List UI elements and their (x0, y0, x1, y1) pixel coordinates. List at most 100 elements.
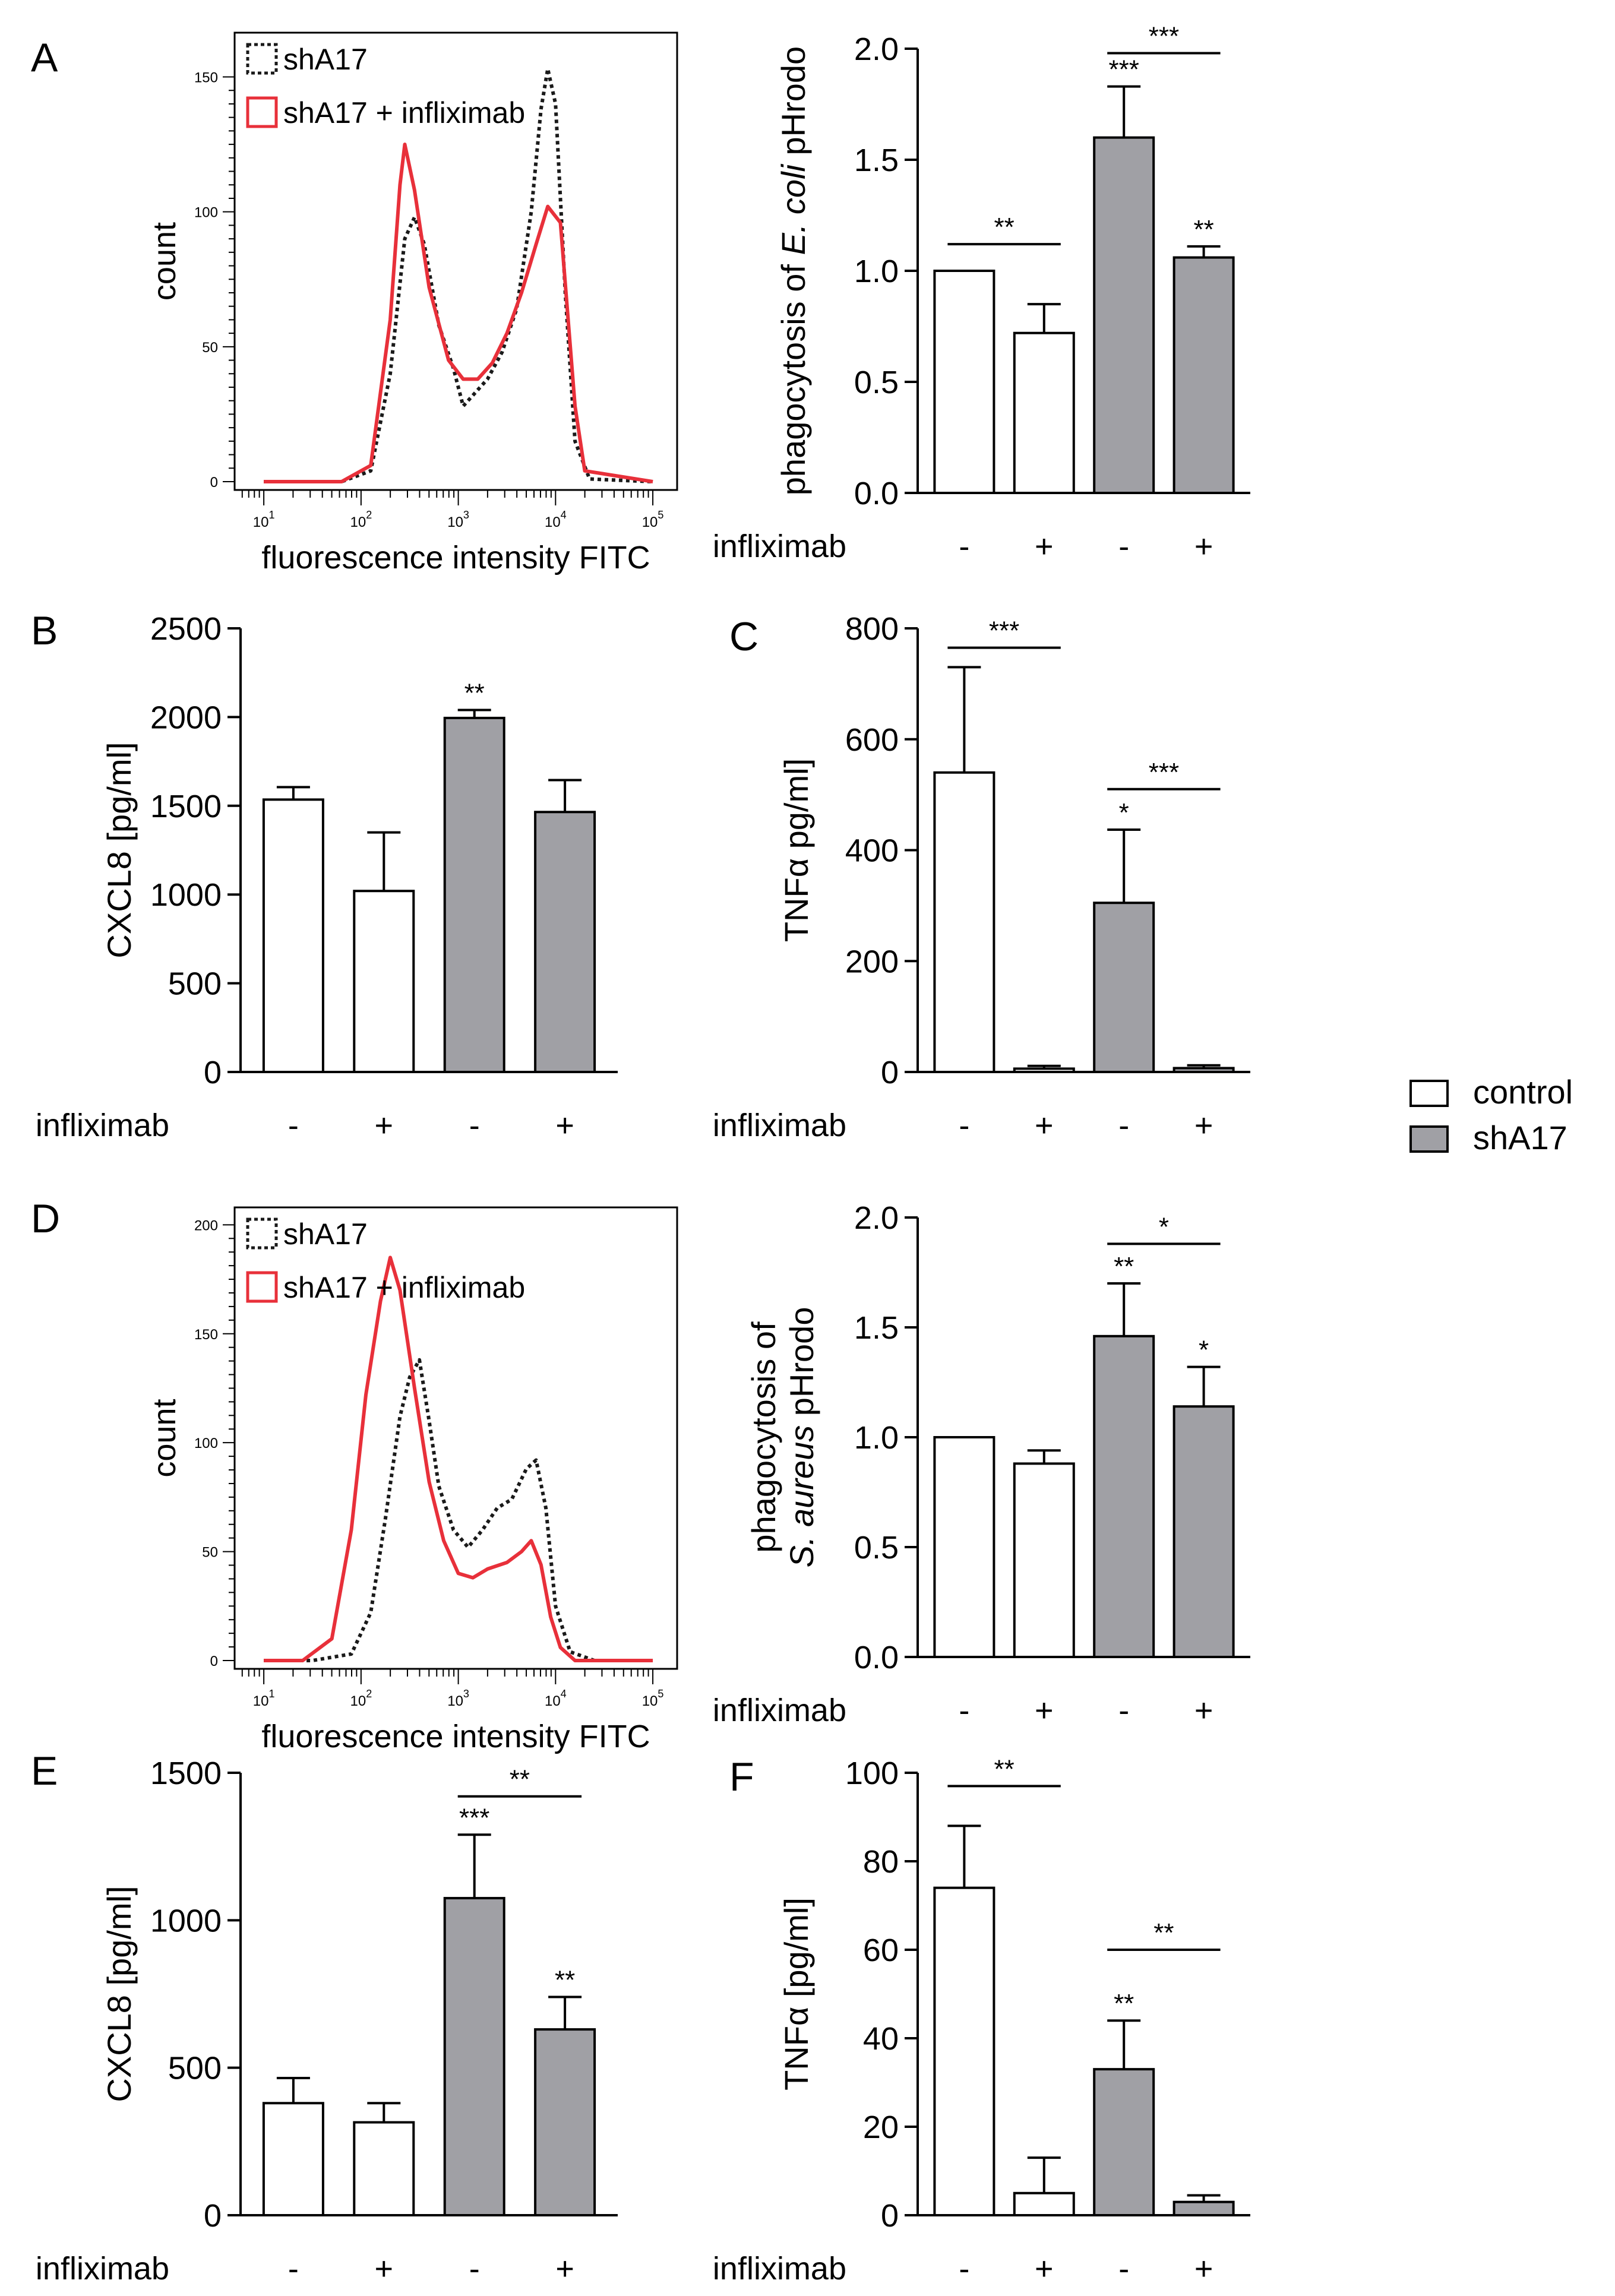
x-category-label: - (1118, 1693, 1129, 1728)
plot-frame (233, 31, 678, 491)
row-label-infliximab: infliximab (36, 1108, 169, 1143)
bar (1172, 1405, 1235, 1658)
x-tick-label: 104 (545, 1688, 567, 1709)
panel-label-e: E (31, 1748, 58, 1794)
y-tick-label: 0.0 (854, 476, 899, 511)
bracket-significance: ** (1153, 1918, 1174, 1947)
bar (262, 798, 324, 1074)
y-tick-label: 0 (210, 475, 218, 491)
y-tick-label: 0.5 (854, 365, 899, 400)
row-label-infliximab: infliximab (713, 529, 846, 564)
x-category-label: + (1035, 1108, 1054, 1143)
legend-swatch (246, 96, 278, 128)
bar (933, 270, 995, 494)
bar (1172, 256, 1235, 494)
row-label-infliximab: infliximab (36, 2251, 169, 2286)
x-tick-base: 10 (545, 514, 561, 530)
bar (534, 811, 596, 1074)
x-tick-label: 105 (642, 1688, 664, 1709)
x-category-label: - (469, 2251, 480, 2286)
x-tick-exp: 1 (268, 509, 274, 521)
bar (1093, 1334, 1155, 1659)
bar-chart-B: 0 500 1000 1500 2000 2500 - + ** - + infliximab CXCL… (36, 611, 618, 1143)
y-tick-label: 100 (194, 205, 218, 221)
x-tick-base: 10 (642, 1693, 658, 1709)
x-tick-base: 10 (642, 514, 658, 530)
y-tick-label: 0 (881, 2198, 899, 2234)
row-label-infliximab: infliximab (713, 2251, 846, 2286)
legend-label: shA17 (283, 43, 368, 76)
bracket-significance: ** (994, 213, 1014, 242)
x-tick-exp: 3 (463, 1688, 469, 1700)
bar-chart-F: 0 20 40 60 80 100 - + ** - + ** ** infliximab TNFα [pg… (713, 1754, 1250, 2286)
panel-label-c: C (729, 614, 758, 659)
y-tick-label: 1.0 (854, 1420, 899, 1456)
bar (1013, 1067, 1075, 1073)
bar-significance: *** (1109, 55, 1139, 84)
ylabel-part: pHrodo (783, 1307, 820, 1425)
x-tick-base: 10 (253, 514, 269, 530)
ylabel-part: pHrodo (775, 46, 812, 165)
legend-label: shA17 + infliximab (283, 96, 525, 129)
x-tick-label: 105 (642, 509, 664, 530)
x-category-label: - (1118, 529, 1129, 564)
x-category-label: + (1194, 1108, 1213, 1143)
bracket-significance: *** (989, 616, 1019, 646)
y-axis-label: CXCL8 [pg/ml] (100, 1886, 138, 2102)
bar-significance: ** (464, 678, 485, 707)
y-tick-label: 0.0 (854, 1640, 899, 1675)
bar-chart-D2: 0.0 0.5 1.0 1.5 2.0 - + ** - * + * infliximab phagocy… (713, 1200, 1250, 1728)
y-axis-label: count (147, 1399, 182, 1477)
x-tick-exp: 4 (561, 1688, 567, 1700)
x-category-label: + (1194, 2251, 1213, 2286)
bar (443, 716, 505, 1074)
bar-significance: ** (1114, 1252, 1134, 1281)
legend-swatch-control (1409, 1080, 1449, 1107)
x-tick-label: 104 (545, 509, 567, 530)
x-tick-label: 102 (350, 1688, 372, 1709)
bar-chart-C: 0 200 400 600 800 - + * - + *** *** infliximab TNFα p… (713, 611, 1250, 1143)
x-tick-label: 103 (447, 1688, 469, 1709)
x-tick-base: 10 (545, 1693, 561, 1709)
bar-significance: *** (459, 1803, 489, 1832)
y-tick-label: 1500 (150, 1756, 222, 1791)
bar (534, 2028, 596, 2217)
x-tick-base: 10 (253, 1693, 269, 1709)
legend-label-control: control (1473, 1073, 1573, 1111)
bar-chart-E: 0 500 1000 1500 - + *** - ** + ** infliximab CXCL8 [… (36, 1756, 618, 2286)
x-axis-label: fluorescence intensity FITC (261, 540, 650, 575)
x-tick-exp: 5 (658, 1688, 663, 1700)
panel-label-a: A (31, 35, 58, 80)
bar (1093, 136, 1155, 495)
y-tick-label: 200 (845, 944, 899, 979)
y-tick-label: 50 (202, 340, 218, 356)
legend-label-sha17: shA17 (1473, 1119, 1567, 1156)
y-tick-label: 1500 (150, 789, 222, 824)
x-tick-exp: 2 (366, 1688, 372, 1700)
series-curve-sha17 (264, 1358, 653, 1662)
bar (1013, 331, 1075, 494)
y-tick-label: 1.5 (854, 143, 899, 178)
x-category-label: + (375, 2251, 394, 2286)
series-curve-sha17-infliximab (264, 1255, 653, 1662)
legend-swatch (246, 1271, 278, 1303)
legend-label: shA17 (283, 1217, 368, 1251)
bar (1013, 2191, 1075, 2216)
x-category-label: - (959, 529, 969, 564)
ylabel-part: phagocytosis of (775, 255, 812, 496)
bar-significance: ** (1114, 1989, 1134, 2018)
x-category-label: - (959, 2251, 969, 2286)
panel-label-f: F (729, 1754, 754, 1800)
y-tick-label: 100 (194, 1435, 218, 1451)
bar (1172, 1067, 1235, 1073)
legend: control shA17 (1409, 1073, 1573, 1156)
y-tick-label: 40 (863, 2021, 899, 2057)
y-axis-label-line2: S. aureus pHrodo (783, 1307, 820, 1568)
x-tick-label: 101 (253, 509, 275, 530)
bar-chart-A2: 0.00.51.01.52.0- +***-**+*****infliximabp… (713, 21, 1250, 564)
y-tick-label: 200 (194, 1217, 218, 1234)
y-tick-label: 0.5 (854, 1530, 899, 1566)
y-tick-label: 60 (863, 1933, 899, 1968)
